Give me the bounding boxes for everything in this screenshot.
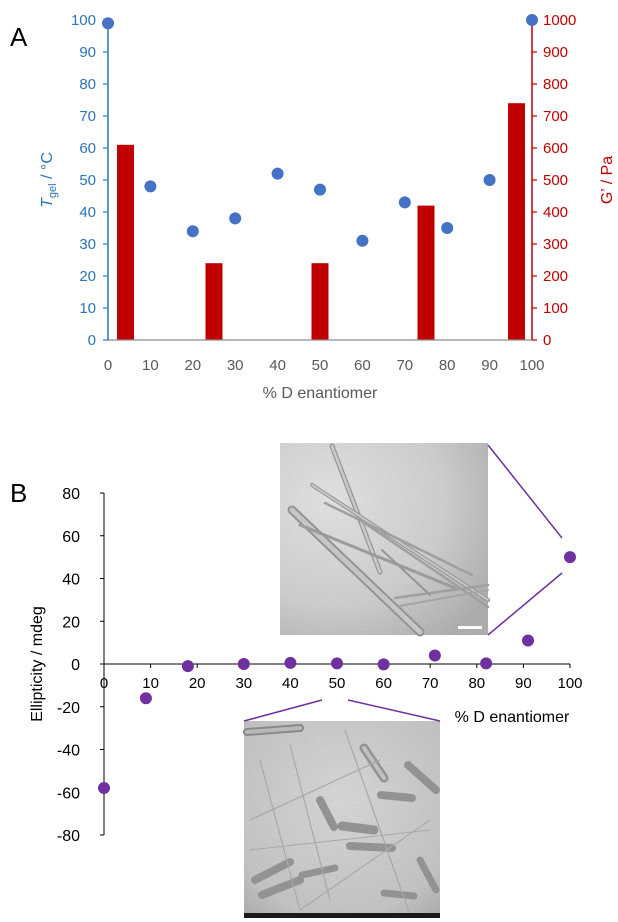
x-tick-label: 70 xyxy=(422,675,439,692)
y-left-tick-label: 40 xyxy=(79,204,96,221)
data-point xyxy=(399,196,411,208)
y-right-tick-label: 200 xyxy=(543,268,568,285)
y-tick-label: 60 xyxy=(62,529,80,546)
y-left-tick-label: 30 xyxy=(79,236,96,253)
y-left-tick-label: 0 xyxy=(88,332,96,349)
y-left-tick-label: 100 xyxy=(71,12,96,29)
data-point xyxy=(441,222,453,234)
bar xyxy=(508,103,525,340)
bar-series xyxy=(117,103,525,340)
y-tick-label: 40 xyxy=(62,572,80,589)
y-left-tick-label: 20 xyxy=(79,268,96,285)
x-tick-label: 0 xyxy=(104,357,112,374)
data-point xyxy=(522,634,534,646)
x-tick-label: 20 xyxy=(189,675,206,692)
data-point xyxy=(526,14,538,26)
x-tick-label: 90 xyxy=(515,675,532,692)
y-axis-left-ticks: 0 10 20 30 40 50 60 70 80 90 100 xyxy=(71,12,108,349)
y-tick-label: -60 xyxy=(57,785,80,802)
data-point xyxy=(314,184,326,196)
data-point xyxy=(378,658,390,670)
x-tick-label: 70 xyxy=(396,357,413,374)
x-tick-label: 20 xyxy=(184,357,201,374)
x-tick-label: 80 xyxy=(439,357,456,374)
data-point xyxy=(102,17,114,29)
y-left-tick-label: 50 xyxy=(79,172,96,189)
x-axis-label: % D enantiomer xyxy=(455,709,570,726)
x-tick-label: 60 xyxy=(375,675,392,692)
y-right-tick-label: 0 xyxy=(543,332,551,349)
x-tick-label: 50 xyxy=(312,357,329,374)
panel-label-b: B xyxy=(10,478,27,508)
data-point xyxy=(229,212,241,224)
x-tick-label: 60 xyxy=(354,357,371,374)
bar xyxy=(418,206,435,340)
x-tick-label: 0 xyxy=(100,675,108,692)
data-point xyxy=(187,225,199,237)
x-tick-label: 10 xyxy=(142,357,159,374)
y-tick-label: -80 xyxy=(57,828,80,845)
x-axis-ticks: 0 10 20 30 40 50 60 70 80 90 100 xyxy=(100,664,583,692)
data-point xyxy=(144,180,156,192)
data-point xyxy=(331,657,343,669)
y-right-tick-label: 600 xyxy=(543,140,568,157)
y-tick-label: -40 xyxy=(57,743,80,760)
scatter-series xyxy=(102,14,538,247)
data-point xyxy=(429,649,441,661)
y-right-tick-label: 900 xyxy=(543,44,568,61)
bar xyxy=(206,263,223,340)
x-tick-label: 40 xyxy=(282,675,299,692)
y-left-tick-label: 60 xyxy=(79,140,96,157)
y-right-tick-label: 500 xyxy=(543,172,568,189)
data-point xyxy=(182,660,194,672)
data-point xyxy=(272,168,284,180)
x-tick-label: 100 xyxy=(519,357,544,374)
x-tick-label: 30 xyxy=(227,357,244,374)
tem-inset-bottom xyxy=(244,721,440,918)
y-right-tick-label: 700 xyxy=(543,108,568,125)
data-point xyxy=(238,658,250,670)
x-tick-label: 90 xyxy=(481,357,498,374)
data-point xyxy=(356,235,368,247)
x-axis-label: % D enantiomer xyxy=(263,385,378,402)
data-point xyxy=(564,551,576,563)
data-point xyxy=(484,174,496,186)
x-tick-label: 50 xyxy=(329,675,346,692)
x-axis-ticks: 0 10 20 30 40 50 60 70 80 90 100 xyxy=(104,357,545,374)
y-left-tick-label: 90 xyxy=(79,44,96,61)
x-tick-label: 80 xyxy=(468,675,485,692)
y-right-tick-label: 800 xyxy=(543,76,568,93)
x-tick-label: 40 xyxy=(269,357,286,374)
x-tick-label: 30 xyxy=(235,675,252,692)
y-left-tick-label: 70 xyxy=(79,108,96,125)
y-right-tick-label: 100 xyxy=(543,300,568,317)
bar xyxy=(117,145,134,340)
y-tick-label: 80 xyxy=(62,486,80,503)
y-right-tick-label: 1000 xyxy=(543,12,576,29)
x-tick-label: 100 xyxy=(557,675,582,692)
y-axis-right-ticks: 0 100 200 300 400 500 600 700 800 900 1000 xyxy=(532,12,576,349)
data-point xyxy=(284,657,296,669)
panel-label-a: A xyxy=(10,22,28,52)
data-point xyxy=(140,692,152,704)
y-tick-label: -20 xyxy=(57,700,80,717)
y-left-tick-label: 10 xyxy=(79,300,96,317)
x-tick-label: 10 xyxy=(142,675,159,692)
y-right-tick-label: 400 xyxy=(543,204,568,221)
y-tick-label: 0 xyxy=(71,657,80,674)
tem-inset-top xyxy=(280,443,488,635)
y-axis-right-label: G’ / Pa xyxy=(599,156,616,204)
data-point xyxy=(98,782,110,794)
bar xyxy=(312,263,329,340)
y-axis-left-label: Tgel / °C xyxy=(39,152,59,208)
y-right-tick-label: 300 xyxy=(543,236,568,253)
y-axis-ticks: -80 -60 -40 -20 0 20 40 60 80 xyxy=(57,486,104,845)
y-left-tick-label: 80 xyxy=(79,76,96,93)
data-point xyxy=(480,657,492,669)
y-tick-label: 20 xyxy=(62,614,80,631)
y-axis-label: Ellipticity / mdeg xyxy=(29,606,46,722)
